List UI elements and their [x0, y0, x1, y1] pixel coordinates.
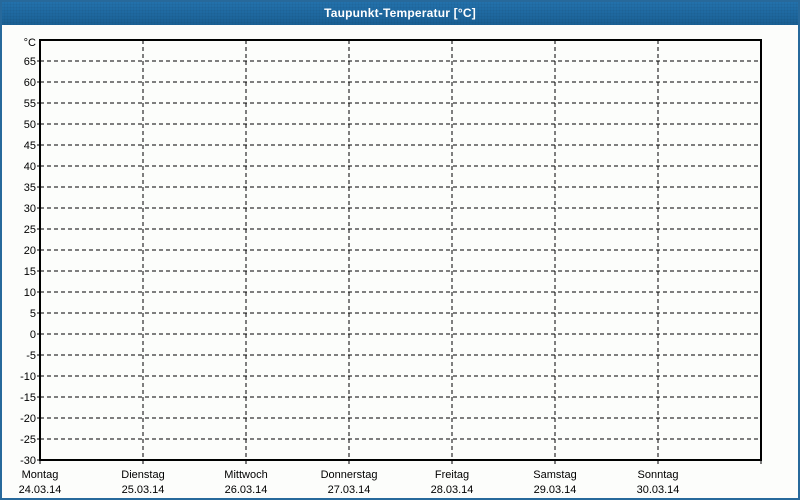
y-tick-label: 55: [24, 98, 36, 110]
date-label: 28.03.14: [431, 484, 474, 496]
y-tick-label: 30: [24, 203, 36, 215]
date-label: 30.03.14: [637, 484, 680, 496]
day-label: Samstag: [533, 469, 576, 481]
y-tick-label: 20: [24, 245, 36, 257]
day-label: Freitag: [435, 469, 469, 481]
y-tick-label: 0: [30, 329, 36, 341]
window-title: Taupunkt-Temperatur [°C]: [324, 5, 476, 20]
day-label: Sonntag: [638, 469, 679, 481]
plot-border: [39, 39, 762, 461]
y-tick-label: 25: [24, 224, 36, 236]
y-tick-label: 60: [24, 77, 36, 89]
y-tick-label: 5: [30, 308, 36, 320]
y-tick-label: 10: [24, 287, 36, 299]
y-tick-label: -20: [20, 413, 36, 425]
date-label: 26.03.14: [225, 484, 268, 496]
y-tick-label: 35: [24, 182, 36, 194]
y-tick-label: -25: [20, 434, 36, 446]
y-tick-label: 50: [24, 119, 36, 131]
date-label: 24.03.14: [19, 484, 62, 496]
y-tick-label: -30: [20, 455, 36, 467]
y-tick-label: 45: [24, 140, 36, 152]
date-label: 25.03.14: [122, 484, 165, 496]
y-axis-unit-label: °C: [24, 37, 36, 49]
y-tick-label: 65: [24, 56, 36, 68]
y-tick-label: -10: [20, 371, 36, 383]
day-label: Dienstag: [121, 469, 164, 481]
day-label: Montag: [22, 469, 59, 481]
y-tick-label: -15: [20, 392, 36, 404]
date-label: 29.03.14: [534, 484, 577, 496]
y-tick-label: -5: [26, 350, 36, 362]
window-titlebar[interactable]: Taupunkt-Temperatur [°C]: [0, 0, 800, 25]
y-tick-label: 40: [24, 161, 36, 173]
day-label: Mittwoch: [224, 469, 267, 481]
day-label: Donnerstag: [321, 469, 378, 481]
date-label: 27.03.14: [328, 484, 371, 496]
y-tick-label: 15: [24, 266, 36, 278]
